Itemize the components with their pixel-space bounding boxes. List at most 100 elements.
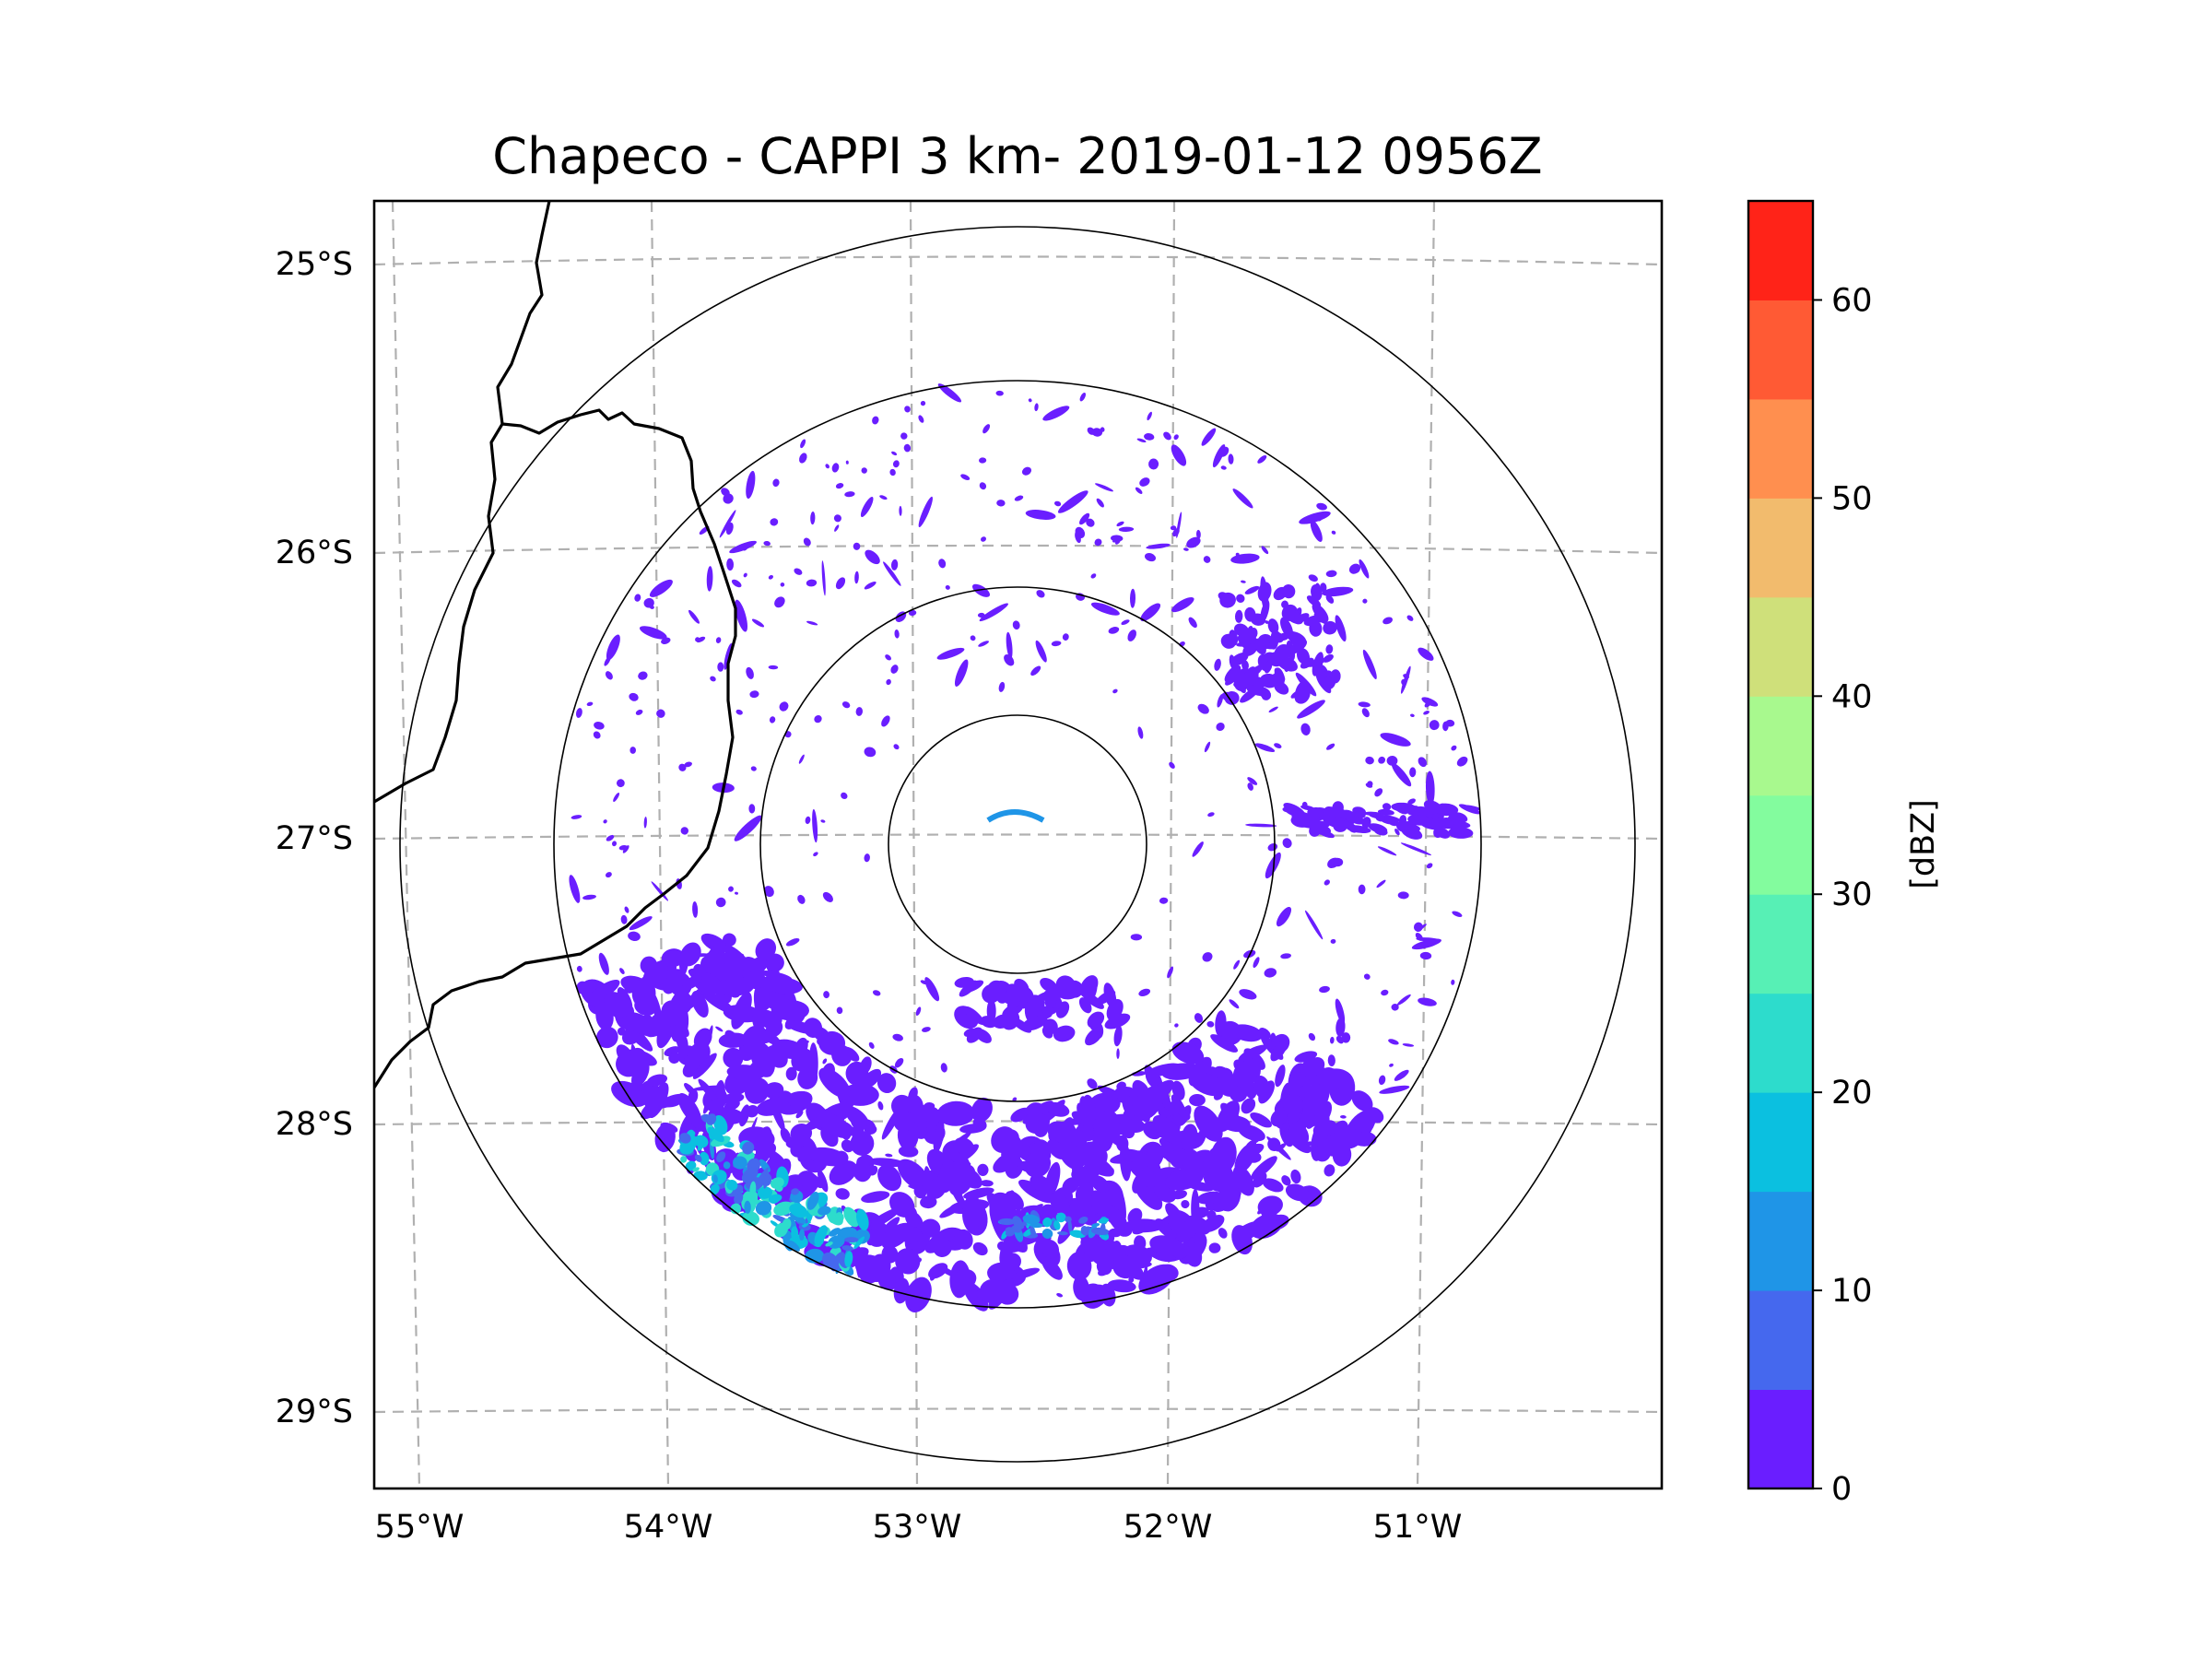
echo-cell (806, 579, 818, 587)
colorbar-segment (1748, 201, 1813, 300)
colorbar-tick-label: 30 (1831, 877, 1873, 913)
echo-cell (660, 1122, 678, 1134)
echo-cell (1319, 582, 1327, 593)
echo-cell (1075, 1185, 1093, 1211)
echo-cell (1134, 1235, 1147, 1251)
echo-cell (1351, 1090, 1373, 1112)
echo-cell (1112, 688, 1118, 694)
echo-cell (1322, 586, 1354, 597)
echo-cell (1129, 588, 1136, 608)
echo-cell (1391, 1003, 1399, 1011)
echo-cell (1090, 573, 1097, 579)
echo-cell (1386, 755, 1398, 766)
echo-cell (1335, 1036, 1344, 1044)
echo-cell (1051, 641, 1062, 647)
echo-cell (1418, 818, 1441, 830)
echo-cell (1362, 649, 1377, 679)
echo-cell (1418, 997, 1437, 1006)
echo-cell (1207, 812, 1215, 818)
echo-cell (1169, 761, 1175, 769)
echo-cell (656, 709, 665, 718)
echo-cell (814, 1225, 828, 1246)
echo-cell (1055, 1212, 1066, 1223)
echo-cell (1173, 434, 1179, 441)
echo-cell (1323, 620, 1337, 635)
echo-cell (855, 1208, 869, 1231)
echo-cell (1197, 703, 1209, 714)
echo-cell (1251, 1156, 1277, 1180)
echo-cell (1238, 1044, 1268, 1062)
echo-cell (691, 991, 709, 1018)
echo-cell (569, 875, 581, 903)
echo-cell (763, 886, 774, 898)
echo-cell (628, 931, 641, 941)
echo-cell (1130, 934, 1143, 941)
echo-cell (1429, 720, 1440, 731)
echo-cell (964, 1006, 985, 1025)
echo-cell (823, 991, 830, 999)
echo-cell (766, 953, 784, 972)
echo-cell (733, 1156, 747, 1170)
echo-cell (994, 1155, 1008, 1171)
echo-cell (1378, 756, 1386, 764)
echo-cell (640, 956, 657, 974)
echo-cell (1058, 1141, 1085, 1171)
echo-cell (1319, 985, 1330, 994)
echo-cell (1419, 951, 1432, 960)
echo-cell (1140, 603, 1161, 622)
echo-cell (1257, 582, 1272, 602)
echo-cell (1396, 994, 1411, 1006)
echo-cell (860, 497, 874, 517)
echo-cell (845, 460, 849, 465)
echo-cell (1041, 1229, 1053, 1239)
echo-cell (1041, 1026, 1053, 1039)
echo-cell (1012, 1216, 1023, 1228)
echo-cell (1232, 488, 1253, 509)
echo-cell (1448, 827, 1474, 839)
echo-cell (836, 1006, 843, 1015)
echo-cell (1244, 585, 1260, 594)
echo-cell (638, 671, 648, 680)
echo-cell (835, 1212, 844, 1222)
echo-cell (945, 584, 950, 590)
echo-cell (893, 1111, 915, 1132)
echo-cell (1079, 512, 1090, 525)
echo-cell (1160, 1140, 1175, 1163)
echo-cell (1022, 1214, 1041, 1225)
echo-cell (1331, 530, 1336, 535)
echo-cell (1094, 538, 1102, 547)
echo-cell (833, 514, 841, 523)
echo-cell (1413, 922, 1423, 932)
echo-cell (1203, 1169, 1233, 1193)
echo-cell (905, 1227, 923, 1244)
echo-cell (1182, 1147, 1206, 1181)
echo-cell (803, 1018, 823, 1038)
echo-cell (751, 618, 765, 628)
echo-cell (1087, 1011, 1105, 1029)
echo-cell (723, 979, 741, 998)
echo-cell (841, 1245, 853, 1252)
echo-cell (1368, 823, 1388, 834)
echo-cell (893, 744, 900, 750)
echo-cell (738, 1104, 750, 1127)
echo-cell (1244, 606, 1256, 622)
latitude-labels: 25°S 26°S 27°S 28°S 29°S (276, 246, 353, 1430)
echo-cell (598, 952, 609, 975)
colorbar-segment (1748, 1191, 1813, 1291)
colorbar-frame (1747, 199, 1815, 1490)
echo-cell (1238, 631, 1257, 644)
echo-cell (1315, 673, 1332, 694)
echo-cell (853, 1160, 872, 1182)
echo-cell (798, 754, 805, 764)
echo-cell (1261, 546, 1269, 555)
echo-cell (716, 1151, 726, 1163)
echo-cell (954, 659, 969, 687)
echo-cell (899, 1253, 918, 1272)
echo-cell (872, 416, 879, 425)
echo-cell (715, 897, 726, 908)
colorbar-segment (1748, 1290, 1813, 1391)
echo-cell (1212, 444, 1226, 468)
echo-cell (829, 1228, 841, 1237)
echo-cell (616, 1044, 634, 1065)
echo-cell (643, 597, 654, 608)
